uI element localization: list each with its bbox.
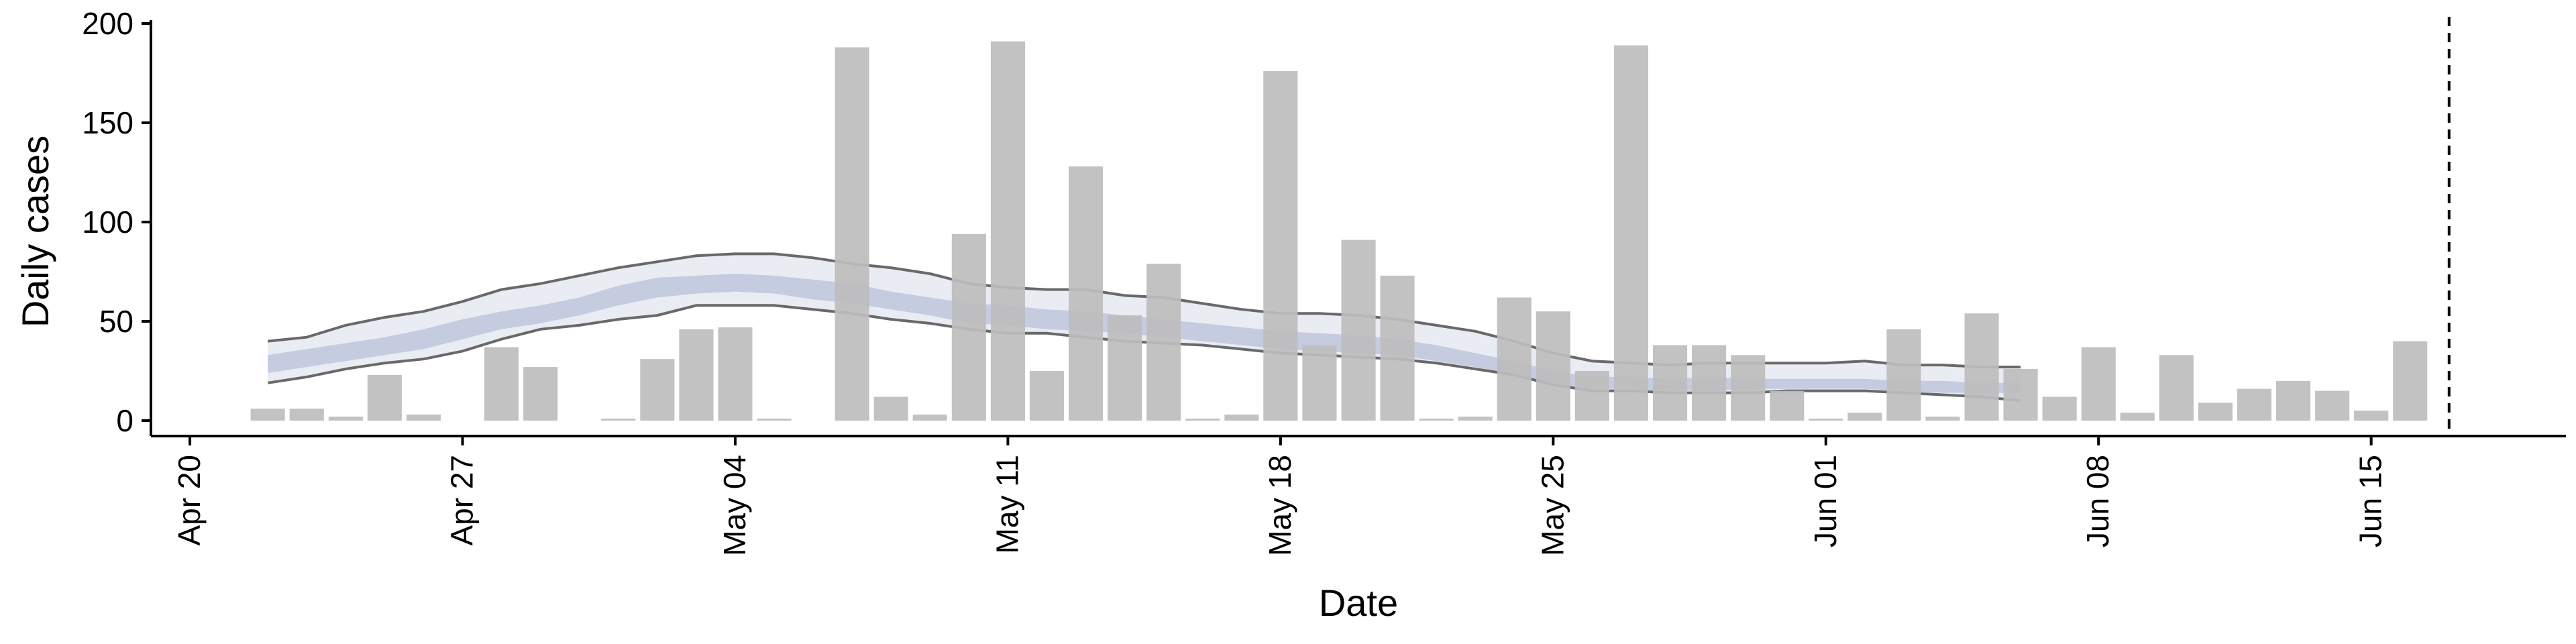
bar xyxy=(990,41,1025,421)
bar xyxy=(328,417,363,421)
bar xyxy=(1341,239,1376,421)
bar xyxy=(484,347,519,421)
x-tick-label: May 04 xyxy=(717,455,752,556)
bar xyxy=(718,327,753,421)
bar xyxy=(1108,315,1142,421)
bar xyxy=(1770,390,1805,421)
bar xyxy=(873,396,908,421)
x-tick-label: Jun 15 xyxy=(2353,455,2388,547)
bar xyxy=(1302,345,1337,421)
y-tick-label: 150 xyxy=(82,105,133,140)
bar xyxy=(679,329,714,421)
estimate-inner-band xyxy=(268,274,2021,393)
y-tick-label: 50 xyxy=(99,304,133,339)
estimate-upper-line xyxy=(267,252,2021,369)
bar xyxy=(1263,71,1298,421)
bars-layer xyxy=(250,41,2428,421)
x-tick-label: May 25 xyxy=(1535,455,1570,556)
x-tick-label: Jun 01 xyxy=(1808,455,1843,547)
bar xyxy=(601,419,636,421)
x-tick-label: May 11 xyxy=(989,455,1024,553)
estimate-layer xyxy=(267,252,2021,402)
bar xyxy=(2198,402,2233,421)
bar xyxy=(1809,419,1843,421)
bar xyxy=(289,409,324,421)
bar xyxy=(2120,413,2155,421)
bar xyxy=(2393,341,2428,421)
y-tick-label: 100 xyxy=(82,205,133,239)
bar xyxy=(2159,355,2194,421)
axes-layer: 0 50 100 150 200 Apr 20 Apr 27 May 04 May 11 May … xyxy=(82,6,2566,556)
bar xyxy=(2081,347,2116,421)
bar xyxy=(2276,380,2311,421)
bar xyxy=(1419,419,1454,421)
bar xyxy=(1146,264,1181,421)
bar xyxy=(2354,411,2389,421)
y-tick-label: 0 xyxy=(116,403,133,438)
x-axis-title: Date xyxy=(1319,582,1398,624)
bar xyxy=(250,409,285,421)
x-tick-label: Apr 27 xyxy=(445,455,480,546)
bar xyxy=(1458,417,1493,421)
bar xyxy=(1380,275,1415,421)
bar xyxy=(523,367,558,421)
bar xyxy=(1497,297,1532,421)
bar xyxy=(1847,413,1882,421)
bar xyxy=(1069,166,1104,421)
bar xyxy=(1536,311,1570,421)
bar xyxy=(1925,417,1960,421)
bar xyxy=(1224,415,1259,421)
bar xyxy=(640,359,675,421)
bar xyxy=(2003,369,2038,421)
x-tick-label: Jun 08 xyxy=(2080,455,2115,547)
bar xyxy=(1653,345,1688,421)
bar xyxy=(1613,45,1648,421)
bar xyxy=(1029,371,1064,421)
bar xyxy=(835,47,869,421)
bar xyxy=(2237,388,2271,421)
bar xyxy=(1574,371,1609,421)
x-tick-label: May 18 xyxy=(1263,455,1297,556)
bar xyxy=(1185,419,1220,421)
y-tick-label: 200 xyxy=(82,6,133,41)
bar xyxy=(1964,313,1999,421)
bar xyxy=(1886,329,1921,421)
bar xyxy=(367,374,402,421)
bar xyxy=(757,419,792,421)
y-axis-title: Daily cases xyxy=(14,136,56,327)
bar xyxy=(2315,390,2350,421)
x-tick-label: Apr 20 xyxy=(172,455,207,546)
bar xyxy=(2042,396,2077,421)
bar xyxy=(1692,345,1727,421)
bar xyxy=(912,415,947,421)
bar xyxy=(951,233,986,421)
bar xyxy=(1731,355,1766,421)
estimate-lower-line xyxy=(267,304,2021,402)
bar xyxy=(406,415,441,421)
